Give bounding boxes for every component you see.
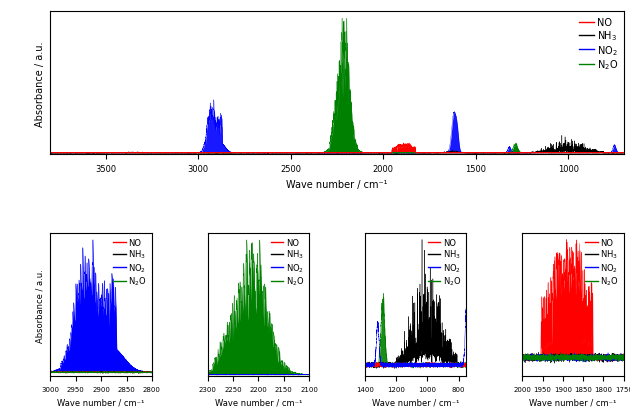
X-axis label: Wave number / cm⁻¹: Wave number / cm⁻¹ — [529, 398, 617, 407]
Legend: NO, NH$_3$, NO$_2$, N$_2$O: NO, NH$_3$, NO$_2$, N$_2$O — [585, 238, 619, 288]
X-axis label: Wave number / cm⁻¹: Wave number / cm⁻¹ — [286, 179, 388, 189]
X-axis label: Wave number / cm⁻¹: Wave number / cm⁻¹ — [372, 398, 459, 407]
Legend: NO, NH$_3$, NO$_2$, N$_2$O: NO, NH$_3$, NO$_2$, N$_2$O — [427, 238, 462, 288]
Legend: NO, NH$_3$, NO$_2$, N$_2$O: NO, NH$_3$, NO$_2$, N$_2$O — [270, 238, 305, 288]
Y-axis label: Absorbance / a.u.: Absorbance / a.u. — [36, 268, 45, 342]
Y-axis label: Absorbance / a.u.: Absorbance / a.u. — [35, 41, 45, 126]
Legend: NO, NH$_3$, NO$_2$, N$_2$O: NO, NH$_3$, NO$_2$, N$_2$O — [578, 17, 619, 73]
X-axis label: Wave number / cm⁻¹: Wave number / cm⁻¹ — [215, 398, 302, 407]
X-axis label: Wave number / cm⁻¹: Wave number / cm⁻¹ — [57, 398, 145, 407]
Legend: NO, NH$_3$, NO$_2$, N$_2$O: NO, NH$_3$, NO$_2$, N$_2$O — [113, 238, 147, 288]
